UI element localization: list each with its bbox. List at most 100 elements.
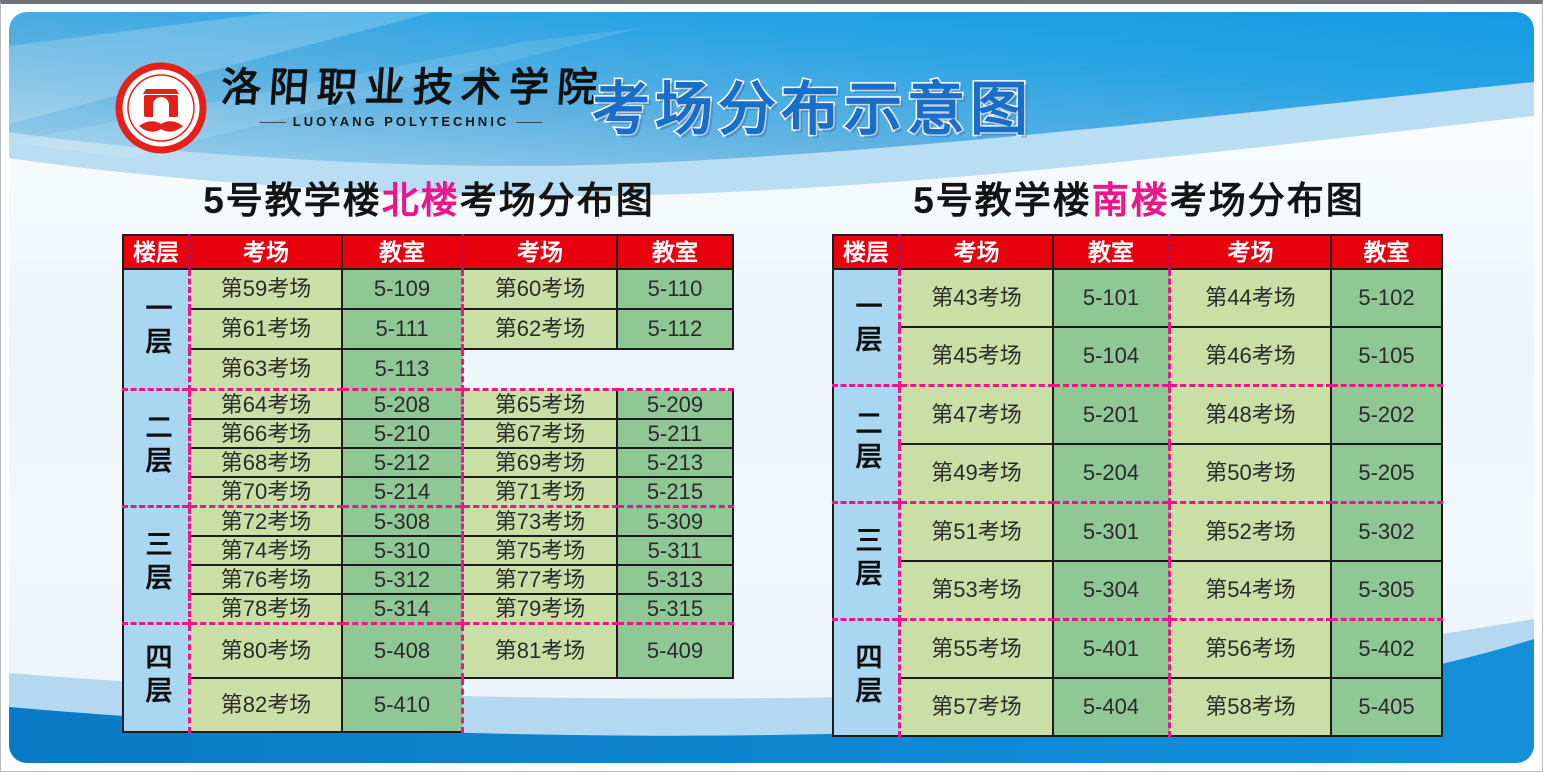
exam-room-cell: 第76考场 [188, 564, 343, 595]
exam-room-cell: 第79考场 [461, 593, 618, 625]
exam-room-cell: 第69考场 [461, 447, 618, 478]
exam-room-cell: 第48考场 [1168, 384, 1332, 445]
classroom-cell: 5-314 [341, 593, 464, 625]
classroom-cell: 5-112 [616, 308, 734, 350]
classroom-cell: 5-408 [341, 622, 464, 679]
exam-room-cell: 第59考场 [188, 268, 343, 310]
exam-room-cell: 第71考场 [461, 476, 618, 508]
classroom-cell: 5-308 [341, 505, 464, 537]
exam-room-cell: 第47考场 [898, 384, 1054, 445]
table-row: 三层 第72考场 5-308 第73考场 5-309 [122, 505, 734, 625]
column-header: 考场 [188, 234, 343, 270]
exam-room-cell: 第74考场 [188, 535, 343, 566]
south-building-subtitle: 5号教学楼南楼考场分布图 [913, 180, 1365, 221]
classroom-cell: 5-205 [1330, 443, 1443, 504]
floor-label: 三层 [122, 505, 191, 625]
classroom-cell: 5-213 [616, 447, 734, 478]
floor-label: 四层 [832, 618, 901, 737]
table-row: 第57考场 5-404 第58考场 5-405 [833, 677, 1443, 737]
exam-room-cell: 第64考场 [188, 388, 343, 420]
classroom-cell: 5-208 [341, 388, 464, 420]
table-row: 第70考场 5-214 第71考场 5-215 [123, 476, 734, 508]
classroom-cell: 5-209 [616, 388, 734, 420]
table-row: 一层 第59考场 5-109 第60考场 5-110 [122, 268, 734, 391]
exam-room-cell: 第62考场 [461, 308, 618, 350]
column-header: 考场 [1168, 234, 1332, 270]
table-row: 第53考场 5-304 第54考场 5-305 [833, 560, 1443, 621]
exam-room-cell: 第80考场 [188, 622, 343, 679]
dash-decoration-left: —— [259, 114, 293, 129]
table-row: 第66考场 5-210 第67考场 5-211 [123, 418, 734, 449]
school-name-cn: 洛阳职业技术学院 [219, 64, 607, 111]
exam-room-cell: 第58考场 [1168, 677, 1332, 737]
table-row: 第74考场 5-310 第75考场 5-311 [123, 535, 734, 566]
exam-room-cell: 第81考场 [461, 622, 618, 679]
exam-room-cell: 第70考场 [188, 476, 343, 508]
classroom-cell: 5-301 [1052, 501, 1171, 562]
classroom-cell: 5-310 [341, 535, 464, 566]
exam-room-cell: 第78考场 [188, 593, 343, 625]
classroom-cell: 5-111 [341, 308, 464, 350]
table-row: 第63考场 5-113 [123, 348, 733, 391]
exam-room-cell: 第72考场 [188, 505, 343, 537]
exam-room-cell: 第68考场 [188, 447, 343, 478]
classroom-cell: 5-214 [341, 476, 464, 508]
classroom-cell: 5-305 [1330, 560, 1443, 621]
north-exam-table: 楼层 考场 教室 考场 教室 一层 第59考场 5-109 第60考场 5-110 第61考场 5-1… [122, 234, 734, 733]
exam-room-cell: 第45考场 [898, 326, 1054, 387]
classroom-cell: 5-210 [341, 418, 464, 449]
exam-room-cell: 第52考场 [1168, 501, 1332, 562]
school-name-en: —— LUOYANG POLYTECHNIC —— [259, 114, 543, 129]
classroom-cell: 5-113 [341, 348, 464, 391]
classroom-cell: 5-204 [1052, 443, 1171, 504]
school-seal-icon [115, 62, 207, 154]
classroom-cell: 5-304 [1052, 560, 1171, 621]
south-table-wrap: 楼层 考场 教室 考场 教室 一层 第43考场 5-101 第44考场 5-102 第45考场 5-1… [832, 234, 1443, 737]
column-header: 教室 [1330, 234, 1443, 270]
column-header: 考场 [898, 234, 1054, 270]
north-highlight: 北楼 [381, 180, 460, 221]
exam-room-cell: 第75考场 [461, 535, 618, 566]
column-header: 教室 [616, 234, 734, 270]
table-row: 第45考场 5-104 第46考场 5-105 [833, 326, 1443, 387]
classroom-cell: 5-201 [1052, 384, 1171, 445]
exam-room-cell: 第63考场 [188, 348, 343, 391]
classroom-cell: 5-311 [616, 535, 734, 566]
classroom-cell: 5-309 [616, 505, 734, 537]
exam-room-cell: 第53考场 [898, 560, 1054, 621]
exam-room-cell: 第56考场 [1168, 618, 1332, 679]
table-row: 四层 第55考场 5-401 第56考场 5-402 [832, 618, 1443, 737]
column-header: 楼层 [122, 234, 191, 270]
south-highlight: 南楼 [1091, 180, 1170, 221]
exam-room-cell: 第67考场 [461, 418, 618, 449]
exam-room-cell [461, 678, 617, 732]
classroom-cell: 5-109 [341, 268, 464, 310]
north-building-subtitle: 5号教学楼北楼考场分布图 [203, 180, 655, 221]
north-table-wrap: 楼层 考场 教室 考场 教室 一层 第59考场 5-109 第60考场 5-110 第61考场 5-1… [122, 234, 734, 733]
table-row: 一层 第43考场 5-101 第44考场 5-102 [832, 268, 1443, 387]
exam-distribution-board: 洛阳职业技术学院 —— LUOYANG POLYTECHNIC —— 考场分布示… [9, 12, 1534, 763]
exam-room-cell: 第77考场 [461, 564, 618, 595]
exam-room-cell: 第51考场 [898, 501, 1054, 562]
classroom-cell: 5-211 [616, 418, 734, 449]
classroom-cell: 5-101 [1052, 268, 1171, 328]
classroom-cell: 5-312 [341, 564, 464, 595]
dash-decoration-right: —— [509, 114, 543, 129]
exam-room-cell: 第73考场 [461, 505, 618, 537]
table-row: 二层 第64考场 5-208 第65考场 5-209 [122, 388, 734, 508]
table-row: 第78考场 5-314 第79考场 5-315 [123, 593, 734, 625]
classroom-cell: 5-409 [616, 622, 734, 679]
exam-room-cell: 第55考场 [898, 618, 1054, 679]
floor-label: 二层 [832, 384, 901, 504]
classroom-cell: 5-404 [1052, 677, 1171, 737]
south-exam-table: 楼层 考场 教室 考场 教室 一层 第43考场 5-101 第44考场 5-102 第45考场 5-1… [832, 234, 1443, 737]
exam-room-cell: 第57考场 [898, 677, 1054, 737]
classroom-cell: 5-410 [341, 677, 464, 733]
classroom-cell: 5-402 [1330, 618, 1443, 679]
column-header: 教室 [1052, 234, 1171, 270]
table-row: 第68考场 5-212 第69考场 5-213 [123, 447, 734, 478]
classroom-cell: 5-302 [1330, 501, 1443, 562]
floor-label: 三层 [832, 501, 901, 621]
column-header: 教室 [341, 234, 464, 270]
